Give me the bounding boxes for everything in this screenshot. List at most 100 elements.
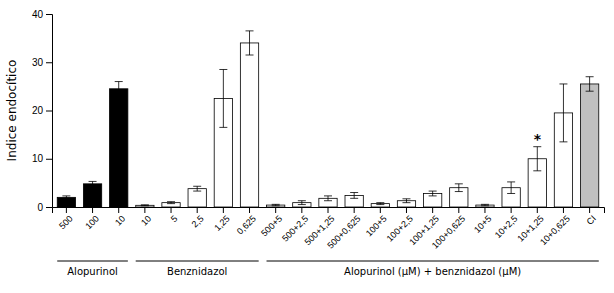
error-bar bbox=[298, 201, 306, 205]
bar bbox=[162, 203, 180, 207]
y-tick: 30 bbox=[32, 57, 52, 68]
y-tick: 40 bbox=[32, 9, 52, 20]
y-tick-mark bbox=[46, 159, 52, 160]
x-tick-mark bbox=[406, 207, 407, 213]
x-tick-mark bbox=[458, 207, 459, 213]
x-tick: 500+5 bbox=[259, 207, 284, 238]
y-tick-mark bbox=[46, 14, 52, 15]
error-bar bbox=[481, 204, 489, 205]
x-tick-mark bbox=[92, 207, 93, 213]
x-tick-mark bbox=[537, 207, 538, 213]
y-tick: 20 bbox=[32, 105, 52, 116]
x-tick: 500+0,625 bbox=[325, 207, 362, 251]
x-tick: 2,5 bbox=[190, 207, 206, 229]
x-tick: 100+0,625 bbox=[430, 207, 467, 251]
x-tick: 100+5 bbox=[364, 207, 389, 238]
axis-domain bbox=[46, 15, 53, 208]
bar bbox=[110, 89, 128, 207]
bar bbox=[476, 205, 494, 207]
x-tick: 500 bbox=[57, 207, 75, 231]
y-tick-mark bbox=[46, 207, 52, 208]
x-tick-label: 10+0,625 bbox=[538, 213, 572, 247]
error-bar bbox=[533, 147, 541, 171]
error-bar bbox=[89, 181, 97, 186]
group-label: Benznidazol bbox=[167, 266, 227, 277]
error-bar bbox=[455, 184, 463, 192]
y-axis-title: Indice endocítico bbox=[5, 60, 19, 162]
x-tick: 1,25 bbox=[212, 207, 231, 233]
x-axis: 500100101052,51,250,625500+5500+2,5500+1… bbox=[53, 207, 605, 251]
error-bar bbox=[193, 186, 201, 191]
x-tick-label: 1,25 bbox=[212, 213, 231, 232]
y-tick: 0 bbox=[37, 202, 52, 213]
x-tick-mark bbox=[354, 207, 355, 213]
x-tick-mark bbox=[275, 207, 276, 213]
chart: 0 10 20 30 40 Indice endocítico 500 100 10 10 5 2,5… bbox=[0, 0, 614, 293]
group-label: Alopurinol bbox=[67, 266, 118, 277]
y-tick-label: 0 bbox=[37, 202, 43, 213]
error-bar bbox=[586, 77, 594, 91]
annotation: * bbox=[534, 131, 542, 147]
error-bar bbox=[429, 191, 437, 196]
x-tick-label: 500+5 bbox=[259, 213, 284, 238]
x-tick-label: 5 bbox=[169, 213, 180, 224]
x-tick-mark bbox=[171, 207, 172, 213]
error-bar bbox=[402, 199, 410, 203]
x-tick-mark bbox=[589, 207, 590, 213]
error-bar bbox=[167, 202, 175, 204]
x-tick: 10+5 bbox=[472, 207, 493, 235]
x-tick: 0,625 bbox=[235, 207, 258, 236]
x-tick: 10+0,625 bbox=[538, 207, 572, 247]
y-tick-label: 20 bbox=[32, 105, 44, 116]
error-bar bbox=[376, 203, 384, 205]
x-tick-mark bbox=[249, 207, 250, 213]
bar bbox=[83, 184, 101, 207]
x-tick-mark bbox=[511, 207, 512, 213]
x-tick-label: 100 bbox=[83, 213, 101, 231]
x-tick-mark bbox=[484, 207, 485, 213]
x-tick-mark bbox=[223, 207, 224, 213]
error-bar bbox=[350, 193, 358, 199]
bars bbox=[57, 31, 599, 207]
x-tick-mark bbox=[328, 207, 329, 213]
bar bbox=[267, 205, 285, 207]
y-tick-label: 30 bbox=[32, 57, 44, 68]
y-tick-label: 40 bbox=[32, 9, 44, 20]
axis-domain bbox=[53, 208, 605, 214]
y-tick-mark bbox=[46, 62, 52, 63]
x-tick-label: 500+0,625 bbox=[325, 213, 362, 250]
x-tick-mark bbox=[197, 207, 198, 213]
error-bar bbox=[115, 82, 123, 96]
x-tick-label: 100+5 bbox=[364, 213, 389, 238]
y-tick-label: 10 bbox=[32, 153, 44, 164]
x-tick: 100 bbox=[83, 207, 101, 231]
error-bar bbox=[246, 31, 254, 55]
x-tick-mark bbox=[380, 207, 381, 213]
x-tick-label: 10 bbox=[113, 213, 127, 227]
x-tick-label: CI bbox=[585, 213, 598, 226]
x-tick-label: 0,625 bbox=[235, 213, 258, 236]
error-bar bbox=[141, 204, 149, 206]
x-tick: 5 bbox=[169, 207, 180, 224]
x-tick-mark bbox=[144, 207, 145, 213]
error-bar bbox=[507, 182, 515, 194]
x-tick-label: 10+5 bbox=[472, 213, 493, 234]
x-tick-mark bbox=[118, 207, 119, 213]
y-axis: 0 10 20 30 40 bbox=[32, 9, 53, 213]
x-tick-label: 10 bbox=[139, 213, 153, 227]
bar bbox=[580, 84, 598, 207]
error-bar bbox=[219, 69, 227, 127]
y-tick: 10 bbox=[32, 153, 52, 164]
x-tick-label: 100+0,625 bbox=[430, 213, 467, 250]
error-bar bbox=[559, 84, 567, 142]
bar bbox=[136, 205, 154, 207]
x-tick-mark bbox=[432, 207, 433, 213]
group-bracket bbox=[57, 261, 128, 262]
x-tick-mark bbox=[563, 207, 564, 213]
bar bbox=[240, 43, 258, 207]
error-bar bbox=[324, 196, 332, 201]
error-bar bbox=[62, 196, 70, 199]
x-tick-mark bbox=[301, 207, 302, 213]
x-tick: 10 bbox=[113, 207, 127, 228]
x-tick-label: 500 bbox=[57, 213, 75, 231]
